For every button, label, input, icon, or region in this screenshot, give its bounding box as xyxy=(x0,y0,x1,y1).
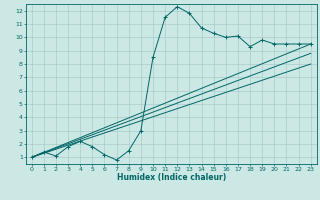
X-axis label: Humidex (Indice chaleur): Humidex (Indice chaleur) xyxy=(116,173,226,182)
